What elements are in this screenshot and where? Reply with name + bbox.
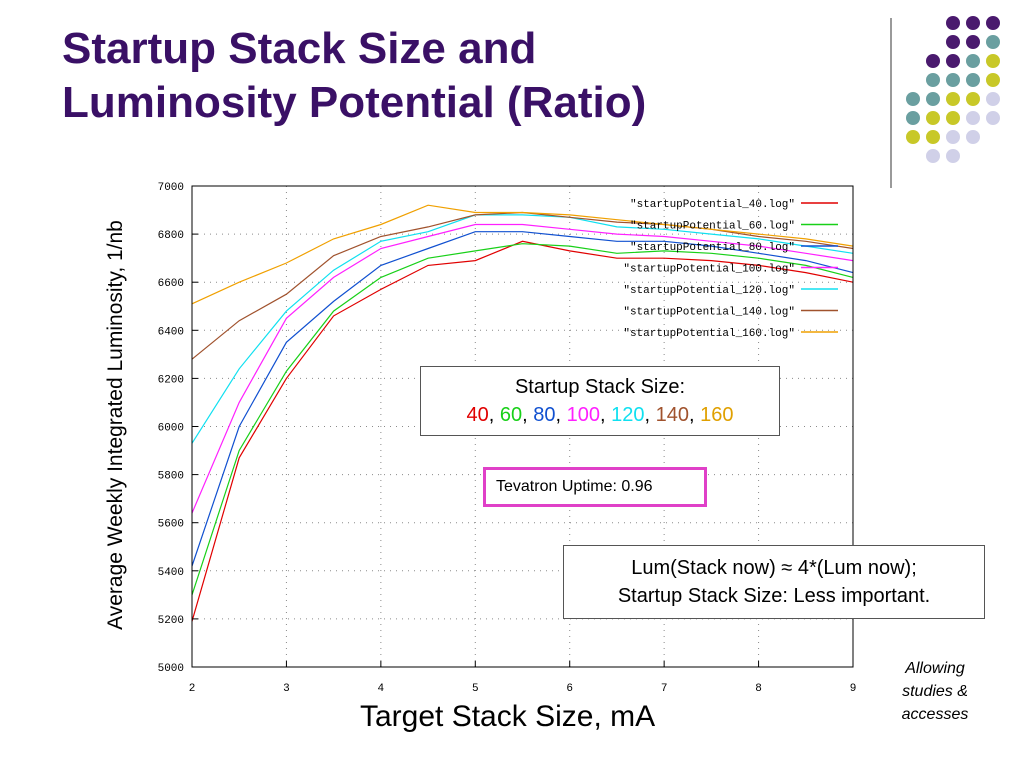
decorative-dot (946, 35, 960, 49)
decorative-dot (926, 149, 940, 163)
x-tick-label: 4 (378, 683, 385, 695)
stack-size-separator: , (555, 404, 567, 426)
decorative-divider (890, 18, 892, 188)
stack-size-separator: , (488, 404, 500, 426)
y-tick-label: 5400 (158, 567, 184, 579)
x-axis-label: Target Stack Size, mA (360, 700, 656, 733)
stack-size-box: Startup Stack Size: 40, 60, 80, 100, 120… (420, 366, 780, 436)
decorative-dot (926, 54, 940, 68)
decorative-dot (946, 54, 960, 68)
decorative-dot (926, 111, 940, 125)
series-line (191, 223, 854, 514)
decorative-dot (966, 73, 980, 87)
stack-size-value: 140 (655, 404, 689, 426)
decorative-dot (986, 73, 1000, 87)
y-tick-label: 5800 (158, 471, 184, 483)
stack-size-value: 40 (466, 404, 489, 426)
slide-title-line2: Luminosity Potential (Ratio) (62, 78, 647, 127)
series-line (191, 231, 854, 567)
x-tick-label: 3 (283, 683, 290, 695)
x-tick-label: 8 (755, 683, 762, 695)
decorative-dot (966, 92, 980, 106)
y-tick-label: 5600 (158, 519, 184, 531)
stack-size-value: 60 (499, 404, 523, 426)
tevatron-uptime-box: Tevatron Uptime: 0.96 (483, 467, 707, 507)
x-tick-label: 7 (661, 683, 668, 695)
side-note: Allowing studies & accesses (880, 657, 990, 726)
decorative-dot (906, 130, 920, 144)
decorative-dot (986, 54, 1000, 68)
luminosity-note-box: Lum(Stack now) ≈ 4*(Lum now); Startup St… (563, 545, 985, 619)
decorative-dot (986, 92, 1000, 106)
y-tick-label: 6000 (158, 423, 184, 435)
series-line (191, 240, 854, 622)
legend-label: "startupPotential_160.log" (623, 328, 795, 340)
stack-size-separator: , (689, 404, 701, 426)
decorative-dot (906, 92, 920, 106)
y-tick-label: 7000 (158, 182, 184, 194)
stack-size-value: 120 (611, 404, 645, 426)
legend-label: "startupPotential_80.log" (630, 242, 795, 254)
y-tick-label: 5200 (158, 615, 184, 627)
decorative-dot (926, 73, 940, 87)
stack-size-values: 40, 60, 80, 100, 120, 140, 160 (421, 401, 779, 429)
y-tick-label: 6400 (158, 326, 184, 338)
side-note-line2: studies & (902, 683, 968, 700)
legend-label: "startupPotential_40.log" (630, 199, 795, 211)
decorative-dot (926, 92, 940, 106)
side-note-line3: accesses (901, 706, 969, 723)
chart-series (191, 204, 854, 622)
luminosity-note-line2: Startup Stack Size: Less important. (617, 585, 931, 607)
series-line (191, 243, 854, 596)
x-tick-label: 9 (850, 683, 857, 695)
decorative-dot (946, 111, 960, 125)
y-tick-label: 6600 (158, 278, 184, 290)
stack-size-value: 80 (533, 404, 556, 426)
decorative-dot (906, 111, 920, 125)
decorative-dot (946, 73, 960, 87)
stack-size-heading: Startup Stack Size: (514, 376, 686, 398)
decorative-dot (966, 16, 980, 30)
decorative-dot (946, 16, 960, 30)
decorative-dot (946, 92, 960, 106)
luminosity-note-line1: Lum(Stack now) ≈ 4*(Lum now); (631, 557, 917, 579)
y-tick-label: 6800 (158, 230, 184, 242)
decorative-dot (966, 35, 980, 49)
stack-size-separator: , (600, 404, 612, 426)
y-tick-label: 5000 (158, 663, 184, 675)
chart-legend: "startupPotential_40.log" "startupPotenti… (623, 199, 838, 340)
series-line (191, 214, 854, 444)
legend-label: "startupPotential_100.log" (623, 264, 795, 276)
stack-size-separator: , (522, 404, 534, 426)
legend-label: "startupPotential_140.log" (623, 307, 795, 319)
y-tick-label: 6200 (158, 374, 184, 386)
decorative-dot (966, 54, 980, 68)
x-tick-label: 5 (472, 683, 479, 695)
decorative-dot (946, 130, 960, 144)
stack-size-separator: , (644, 404, 656, 426)
decorative-dot (986, 111, 1000, 125)
decorative-dot (966, 111, 980, 125)
x-tick-label: 6 (566, 683, 573, 695)
side-note-line1: Allowing (905, 660, 965, 677)
decorative-dot (966, 130, 980, 144)
chart-ticks: 2 3 4 5 6 7 8 9 5000 5200 5400 5600 5800 6000 6200 6400… (158, 182, 857, 695)
decorative-dot (926, 130, 940, 144)
legend-label: "startupPotential_120.log" (623, 285, 795, 297)
legend-label: "startupPotential_60.log" (630, 221, 795, 233)
stack-size-value: 100 (566, 404, 600, 426)
decorative-dot-grid (906, 16, 1000, 163)
decorative-dot (986, 16, 1000, 30)
slide-title: Startup Stack Size and Luminosity Potent… (62, 22, 842, 130)
decorative-dot (946, 149, 960, 163)
stack-size-value: 160 (700, 404, 734, 426)
slide-title-line1: Startup Stack Size and (62, 24, 537, 73)
series-line (191, 204, 854, 305)
x-tick-label: 2 (189, 683, 196, 695)
decorative-dot (986, 35, 1000, 49)
y-axis-label: Average Weekly Integrated Luminosity, 1/… (104, 220, 127, 630)
